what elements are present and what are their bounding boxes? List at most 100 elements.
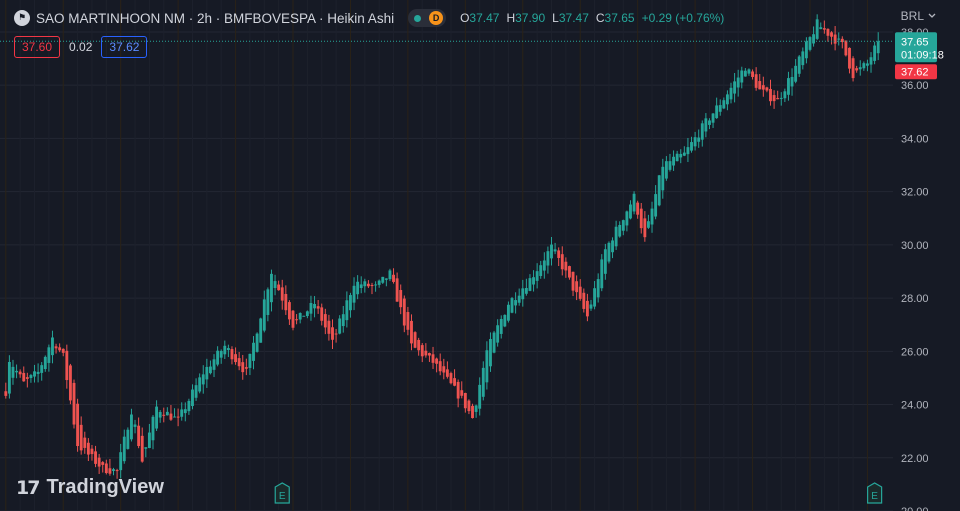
candle-body [90, 448, 94, 455]
high-key: H [506, 11, 516, 25]
candle-body [524, 288, 528, 294]
candle-body [643, 218, 647, 238]
candle-body [327, 320, 331, 334]
candle-body [137, 425, 141, 447]
candle-body [18, 371, 22, 375]
candle-body [754, 74, 758, 88]
candle-body [104, 463, 108, 474]
candle-body [424, 350, 428, 356]
ask-price-button[interactable]: 37.62 [101, 36, 148, 58]
market-status[interactable]: D [408, 9, 447, 27]
candle-body [173, 416, 176, 418]
candle-body [237, 358, 241, 367]
candle-body [47, 347, 51, 363]
candle-body [596, 279, 600, 298]
candle-body [208, 366, 212, 374]
candle-body [29, 375, 33, 379]
candle-body [370, 285, 374, 287]
quote-boxes: 37.60 0.02 37.62 [14, 36, 148, 58]
candle-body [406, 312, 410, 330]
candle-body [844, 40, 848, 56]
candle-body [851, 58, 855, 79]
candle-body [822, 28, 826, 30]
candle-body [244, 367, 248, 369]
candle-body [22, 372, 26, 382]
candle-body [672, 156, 676, 166]
candle-body [704, 118, 708, 132]
candle-body [198, 377, 202, 392]
price-tags: 37.65 01:09:18 37.62 [895, 32, 944, 80]
candle-body [402, 298, 406, 326]
candle-body [510, 298, 514, 313]
candle-body [165, 411, 169, 416]
earnings-marker-icon[interactable]: E [867, 482, 883, 504]
candle-body [359, 284, 363, 288]
currency-label: BRL [900, 9, 924, 23]
candle-body [600, 259, 604, 289]
candle-body [97, 457, 101, 467]
price-tick-label: 24.00 [901, 400, 929, 412]
price-axis[interactable]: 20.00 22.00 24.00 26.00 28.00 30.00 32.00 34.00… [901, 27, 929, 511]
candle-body [435, 358, 439, 364]
candle-body [693, 137, 697, 147]
candle-body [503, 314, 507, 327]
candle-body [352, 285, 356, 303]
candle-body [614, 226, 618, 247]
candle-body [862, 63, 866, 69]
candle-body [499, 318, 503, 334]
candle-body [334, 333, 338, 335]
candle-body [68, 365, 72, 401]
candle-body [639, 208, 643, 229]
candles [4, 14, 880, 479]
candle-body [262, 299, 266, 331]
candle-body [302, 315, 306, 317]
last-price-label: 37.65 [901, 36, 929, 48]
candle-body [187, 400, 191, 412]
candle-body [532, 277, 535, 285]
low-key: L [552, 11, 559, 25]
earnings-marker-icon[interactable]: E [274, 482, 290, 504]
candle-body [151, 416, 155, 441]
candle-body [241, 362, 245, 373]
candle-body [869, 57, 873, 65]
chevron-down-icon [928, 13, 936, 18]
candle-body [270, 273, 273, 303]
candle-body [819, 27, 823, 30]
candle-body [40, 365, 44, 373]
candle-body [589, 304, 593, 309]
candle-body [815, 19, 819, 39]
candle-body [101, 462, 105, 465]
candle-body [122, 436, 126, 462]
candle-body [112, 469, 115, 471]
candle-body [858, 67, 862, 70]
candle-body [201, 374, 205, 385]
candle-body [252, 342, 255, 361]
candle-body [826, 28, 830, 36]
bid-price-button[interactable]: 37.60 [14, 36, 61, 58]
candle-body [729, 87, 733, 100]
high-value: 37.90 [515, 11, 546, 25]
candle-body [492, 332, 496, 353]
candle-body [180, 409, 184, 417]
candle-body [309, 303, 313, 314]
candle-body [191, 389, 194, 407]
candle-body [366, 283, 370, 287]
candle-body [133, 424, 137, 427]
candle-body [876, 41, 880, 54]
tradingview-logo[interactable]: 17 TradingView [16, 476, 164, 499]
candle-body [248, 353, 252, 368]
candle-body [855, 68, 859, 71]
price-tick-label: 26.00 [901, 346, 929, 358]
symbol-title[interactable]: SAO MARTINHOON NM · 2h · BMFBOVESPA · He… [36, 10, 395, 26]
candle-body [234, 354, 238, 363]
candle-body [420, 345, 424, 357]
currency-selector[interactable]: BRL [901, 9, 936, 23]
candle-body [295, 319, 299, 321]
candle-body [345, 300, 349, 321]
candle-body [438, 361, 442, 372]
candle-body [664, 161, 668, 179]
candle-body [650, 208, 654, 225]
candle-body [542, 260, 546, 271]
